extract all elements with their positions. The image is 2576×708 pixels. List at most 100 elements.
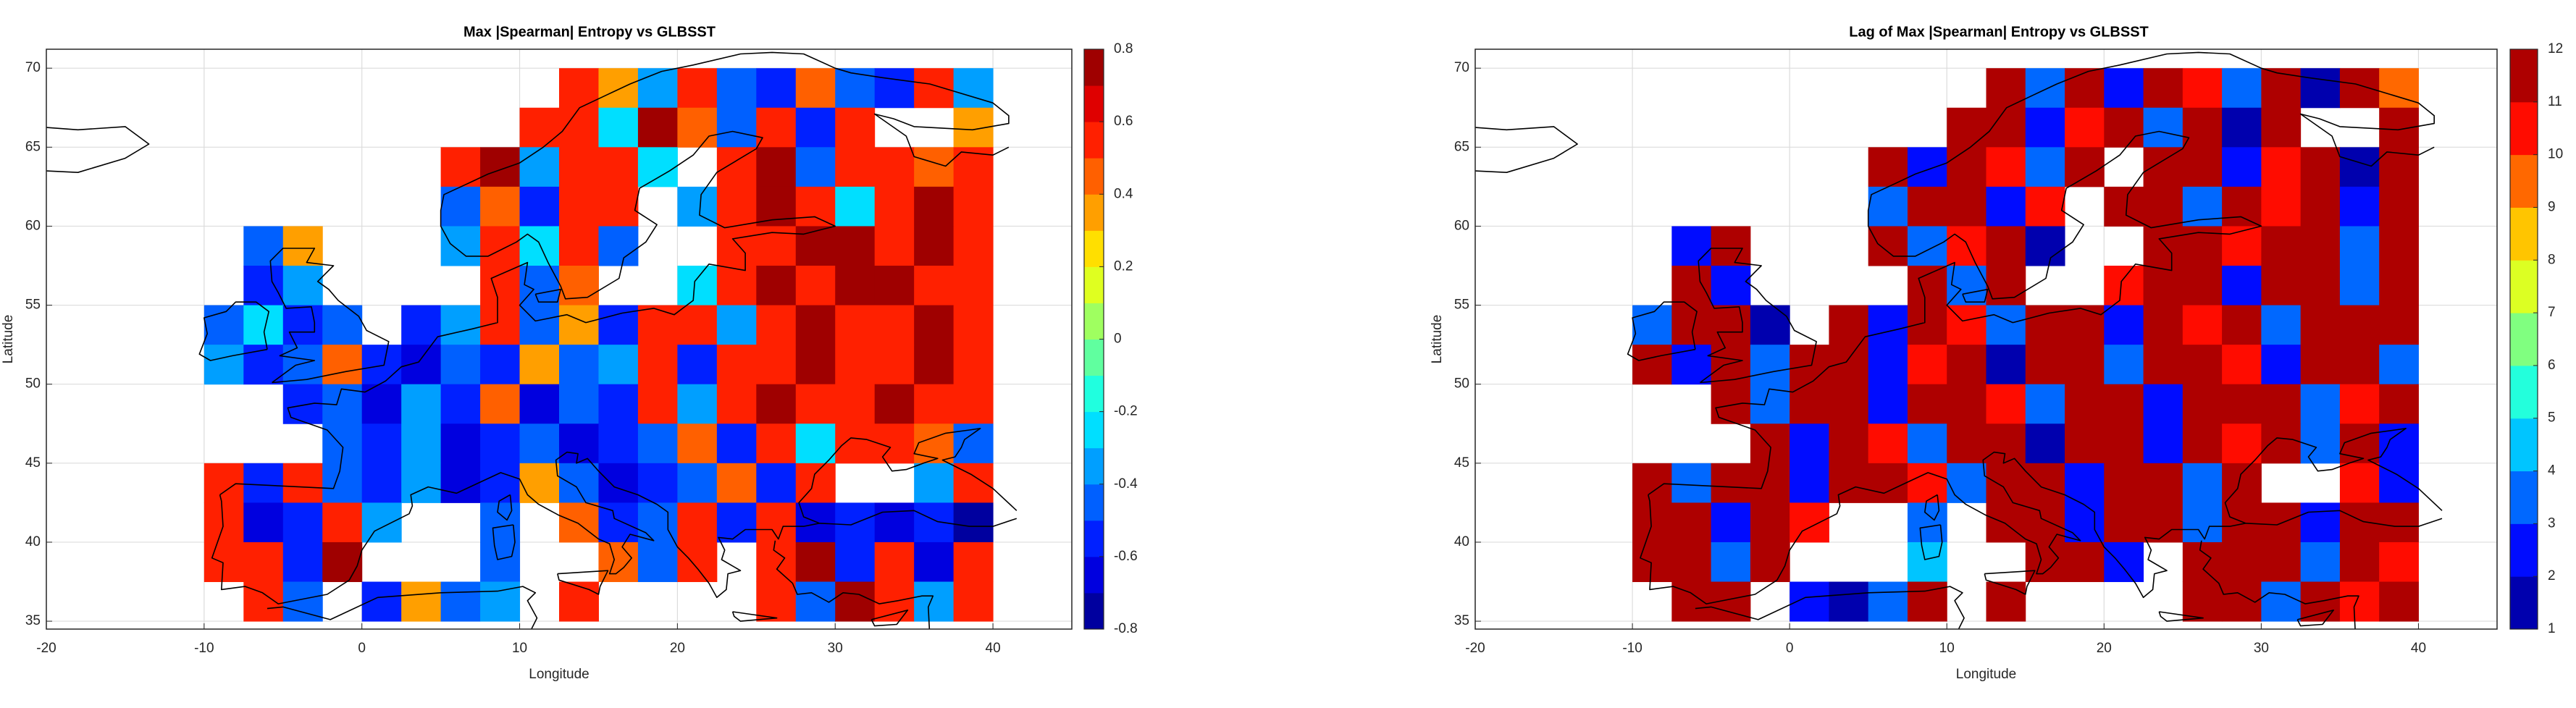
heatmap-cell: [795, 384, 836, 424]
colorbar-segment: [1084, 230, 1104, 267]
heatmap-cell: [322, 423, 363, 464]
heatmap-cell: [2025, 226, 2065, 266]
heatmap-cell: [716, 463, 757, 503]
heatmap-cell: [1790, 463, 1829, 503]
heatmap-cell: [2261, 147, 2302, 187]
heatmap-cell: [2065, 541, 2105, 583]
heatmap-cell: [2104, 107, 2144, 148]
coastline-path: [46, 126, 150, 173]
heatmap-cell: [2339, 463, 2380, 503]
heatmap-cell: [637, 68, 678, 109]
heatmap-cell: [2379, 266, 2419, 306]
heatmap-cell: [598, 226, 639, 266]
heatmap-cell: [2065, 107, 2105, 148]
heatmap-cell: [598, 463, 639, 503]
heatmap-cell: [1750, 541, 1790, 583]
heatmap-cell: [2104, 68, 2144, 109]
heatmap-cell: [1947, 147, 1986, 187]
y-tick-label: 50: [1454, 376, 1469, 392]
heatmap-cell: [2143, 384, 2183, 424]
x-tick-label: -20: [36, 641, 56, 656]
y-tick-label: 40: [1454, 534, 1469, 549]
heatmap-cell: [2182, 345, 2223, 385]
heatmap-cell: [243, 226, 284, 266]
heatmap-cell: [677, 68, 718, 109]
coastline-path: [1924, 494, 1940, 521]
heatmap-cell: [519, 107, 560, 148]
heatmap-cell: [243, 345, 284, 385]
heatmap-cell: [598, 541, 639, 583]
colorbar-tick-label: 11: [2548, 94, 2562, 109]
heatmap-cell: [1947, 345, 1986, 385]
heatmap-cell: [2379, 581, 2419, 622]
colorbar-segment: [1084, 303, 1104, 340]
y-tick-label: 65: [1454, 139, 1469, 154]
heatmap-cell: [559, 345, 599, 385]
heatmap-cell: [322, 305, 363, 345]
coastline-path: [1698, 248, 1817, 384]
heatmap-cell: [953, 226, 994, 266]
y-axis-label: Latitude: [1430, 315, 1445, 364]
heatmap-cell: [598, 68, 639, 109]
heatmap-cell: [1986, 107, 2026, 148]
heatmap-cell: [559, 226, 599, 266]
heatmap-cell: [1671, 345, 1712, 385]
heatmap-cell: [2104, 305, 2144, 345]
heatmap-cell: [1750, 502, 1790, 543]
heatmap-cell: [835, 147, 876, 187]
heatmap-cell: [2379, 345, 2419, 385]
x-tick-label: 0: [1786, 641, 1794, 656]
colorbar-tick-label: 3: [2548, 515, 2556, 531]
heatmap-cell: [874, 384, 915, 424]
heatmap-cell: [1711, 463, 1751, 503]
heatmap-cell: [835, 186, 876, 227]
heatmap-cell: [716, 147, 757, 187]
heatmap-cell: [2104, 384, 2144, 424]
heatmap-cell: [2065, 147, 2105, 187]
colorbar-tick-label: 10: [2548, 147, 2563, 162]
heatmap-cell: [282, 226, 323, 266]
heatmap-cell: [1671, 541, 1712, 583]
heatmap-cell: [914, 68, 955, 109]
heatmap-cell: [716, 345, 757, 385]
heatmap-cell: [2300, 541, 2341, 583]
heatmap-cell: [2339, 186, 2380, 227]
heatmap-cell: [480, 423, 521, 464]
x-tick-label: 0: [358, 641, 366, 656]
heatmap-cell: [2261, 68, 2302, 109]
heatmap-cell: [204, 541, 244, 583]
heatmap-cell: [637, 384, 678, 424]
colorbar-tick-label: -0.4: [1114, 476, 1138, 492]
heatmap-cell: [914, 345, 955, 385]
colorbar-segment: [1084, 592, 1104, 630]
heatmap-cell: [874, 68, 915, 109]
heatmap-cell: [914, 581, 955, 622]
heatmap-cell: [2379, 186, 2419, 227]
heatmap-cell: [637, 107, 678, 148]
heatmap-cell: [1907, 266, 1947, 306]
heatmap-cell: [756, 541, 797, 583]
coastline-path: [1640, 428, 2443, 604]
heatmap-cell: [1711, 541, 1751, 583]
heatmap-cell: [756, 305, 797, 345]
heatmap-cell: [440, 345, 481, 385]
heatmap-cell: [1632, 541, 1672, 583]
heatmap-cell: [2065, 305, 2105, 345]
heatmap-cell: [677, 266, 718, 306]
heatmap-cell: [914, 266, 955, 306]
coastline-path: [497, 494, 513, 521]
heatmap-cell: [953, 541, 994, 583]
x-axis-label: Longitude: [1956, 667, 2016, 682]
heatmap-cell: [2379, 68, 2419, 109]
heatmap-cell: [2065, 384, 2105, 424]
heatmap-cell: [243, 463, 284, 503]
coastline-path: [731, 611, 778, 622]
heatmap-cell: [1671, 305, 1712, 345]
heatmap-cell: [1986, 147, 2026, 187]
heatmap-cell: [1907, 502, 1947, 543]
heatmap-cell: [480, 384, 521, 424]
heatmap-cell: [756, 384, 797, 424]
heatmap-cell: [2300, 68, 2341, 109]
colorbar-segment: [1084, 375, 1104, 413]
x-tick-label: 30: [2254, 641, 2269, 656]
